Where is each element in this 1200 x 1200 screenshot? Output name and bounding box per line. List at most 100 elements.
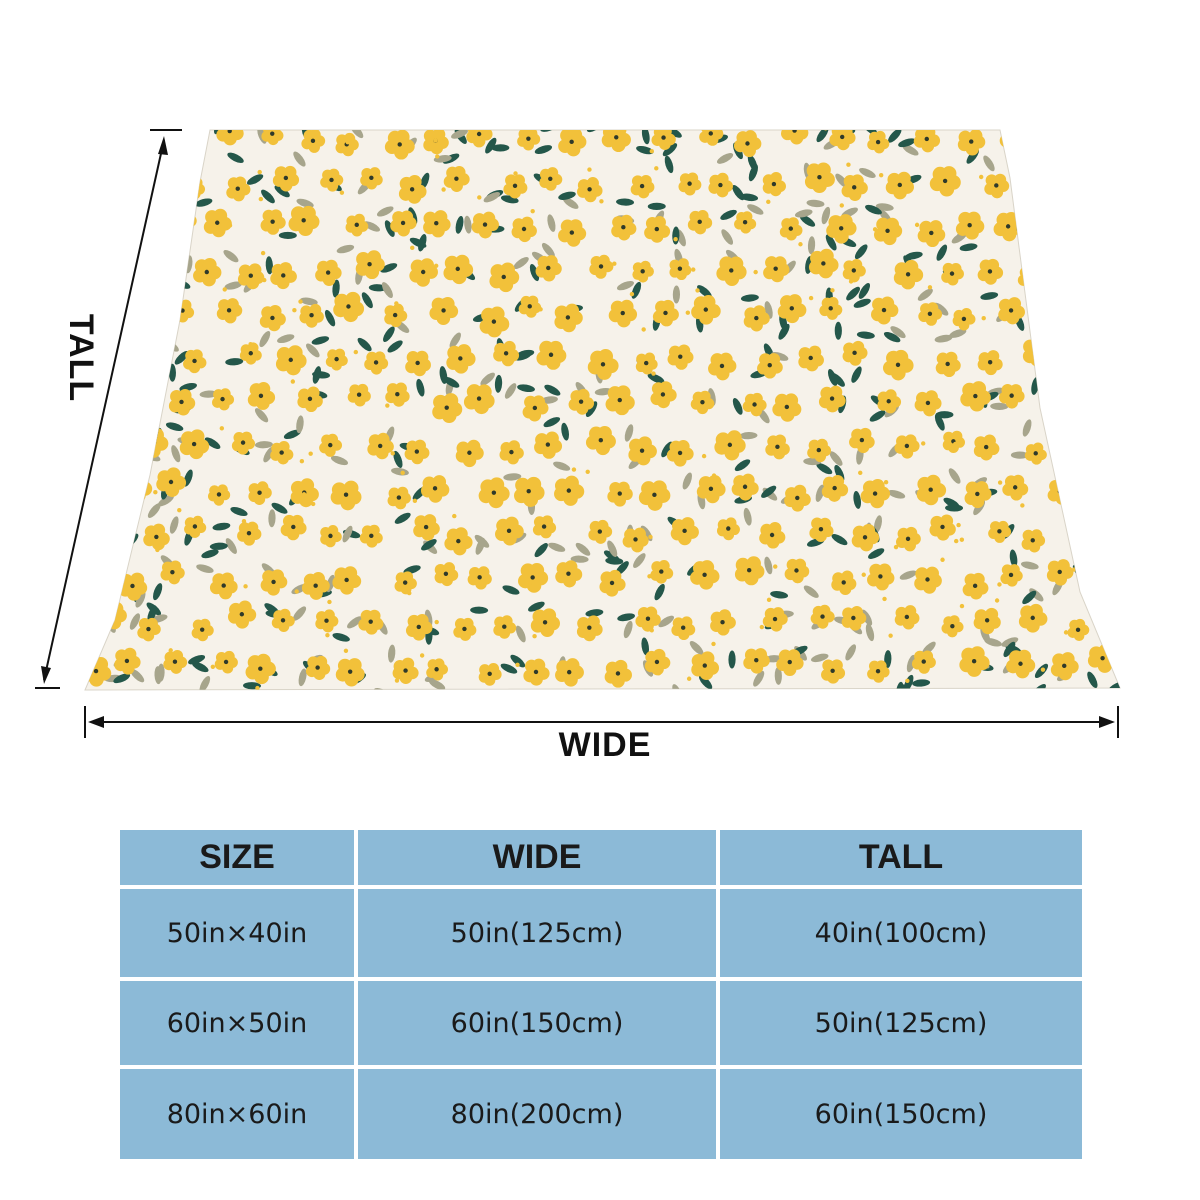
leaf-shape bbox=[633, 553, 646, 568]
leaf-shape bbox=[831, 534, 848, 546]
flower-shape bbox=[635, 352, 658, 375]
flower-shape bbox=[585, 426, 616, 456]
leaf-shape bbox=[1009, 549, 1018, 568]
flower-shape bbox=[671, 616, 696, 641]
flower-shape bbox=[261, 130, 284, 146]
leaf-shape bbox=[135, 591, 146, 608]
bud-dot bbox=[882, 596, 887, 602]
flower-shape bbox=[127, 130, 154, 147]
leaf-shape bbox=[298, 668, 307, 687]
leaf-shape bbox=[1107, 311, 1120, 326]
leaf-shape bbox=[143, 245, 161, 256]
flower-shape bbox=[555, 658, 584, 687]
bud-dot bbox=[79, 596, 83, 600]
flower-shape bbox=[1059, 434, 1087, 462]
leaf-shape bbox=[271, 502, 288, 514]
leaf-shape bbox=[1042, 332, 1051, 351]
bud-dot bbox=[390, 451, 395, 456]
flower-shape bbox=[404, 439, 430, 465]
leaf-shape bbox=[265, 256, 273, 275]
bud-dot bbox=[695, 288, 700, 293]
flower-shape bbox=[1027, 163, 1057, 194]
leaf-shape bbox=[716, 153, 734, 164]
leaf-shape bbox=[139, 286, 151, 303]
flower-shape bbox=[743, 648, 770, 674]
header-size: SIZE bbox=[120, 830, 354, 885]
flower-shape bbox=[893, 259, 924, 290]
flower-shape bbox=[632, 260, 654, 283]
flower-shape bbox=[896, 526, 921, 552]
leaf-shape bbox=[117, 445, 126, 464]
bud-dot bbox=[981, 316, 986, 321]
flower-shape bbox=[690, 560, 720, 590]
leaf-shape bbox=[132, 181, 149, 192]
flower-shape bbox=[851, 523, 880, 552]
flower-shape bbox=[394, 571, 417, 595]
flower-shape bbox=[260, 209, 286, 235]
flower-shape bbox=[759, 522, 786, 549]
bud-dot bbox=[138, 404, 144, 409]
flower-shape bbox=[226, 176, 251, 202]
flower-shape bbox=[841, 606, 867, 631]
size-table: SIZE WIDE TALL 50in×40in 50in(125cm) 40i… bbox=[120, 830, 1086, 1163]
flower-shape bbox=[299, 303, 324, 328]
leaf-shape bbox=[761, 485, 777, 498]
flower-shape bbox=[518, 295, 542, 318]
bud-dot bbox=[808, 295, 814, 301]
flower-shape bbox=[1102, 336, 1120, 368]
leaf-shape bbox=[1107, 455, 1120, 466]
leaf-shape bbox=[513, 256, 529, 270]
flower-shape bbox=[385, 382, 410, 407]
flower-shape bbox=[426, 658, 449, 681]
flower-shape bbox=[367, 432, 394, 460]
flower-shape bbox=[849, 427, 875, 454]
flower-shape bbox=[777, 294, 807, 324]
row1-tall: 40in(100cm) bbox=[720, 889, 1082, 977]
leaf-shape bbox=[115, 181, 127, 198]
flower-shape bbox=[916, 474, 947, 506]
flower-shape bbox=[763, 256, 790, 283]
tall-dimension-arrow bbox=[35, 129, 182, 689]
leaf-shape bbox=[494, 374, 503, 393]
leaf-shape bbox=[654, 583, 665, 601]
flower-shape bbox=[842, 340, 868, 366]
leaf-shape bbox=[821, 206, 831, 225]
flower-shape bbox=[762, 171, 786, 197]
leaf-shape bbox=[734, 459, 751, 472]
flower-shape bbox=[984, 173, 1010, 199]
flower-shape bbox=[270, 440, 294, 465]
leaf-shape bbox=[115, 374, 134, 383]
flower-shape bbox=[842, 258, 866, 283]
bud-dot bbox=[532, 633, 537, 639]
bud-dot bbox=[830, 288, 835, 293]
leaf-shape bbox=[381, 282, 393, 299]
flower-shape bbox=[1018, 603, 1048, 633]
bud-dot bbox=[286, 263, 291, 269]
bud-dot bbox=[861, 572, 866, 577]
bud-dot bbox=[1008, 299, 1014, 304]
flower-shape bbox=[434, 562, 459, 587]
bud-dot bbox=[711, 473, 717, 478]
leaf-shape bbox=[227, 152, 244, 163]
leaf-shape bbox=[470, 606, 489, 614]
leaf-shape bbox=[1001, 637, 1019, 647]
flower-shape bbox=[877, 389, 902, 414]
leaf-shape bbox=[899, 570, 917, 580]
flower-shape bbox=[765, 434, 790, 460]
flower-shape bbox=[650, 381, 677, 409]
bud-dot bbox=[759, 624, 765, 630]
flower-shape bbox=[829, 130, 856, 151]
bud-dot bbox=[571, 467, 577, 472]
leaf-shape bbox=[169, 230, 187, 240]
flower-shape bbox=[523, 658, 550, 686]
leaf-shape bbox=[770, 590, 789, 599]
flower-shape bbox=[1067, 618, 1090, 642]
bud-dot bbox=[400, 470, 405, 476]
flower-shape bbox=[333, 291, 365, 323]
bud-dot bbox=[477, 195, 482, 200]
bud-dot bbox=[954, 538, 959, 544]
leaf-shape bbox=[312, 366, 322, 384]
bud-dot bbox=[1113, 136, 1118, 142]
leaf-shape bbox=[336, 244, 355, 254]
bud-dot bbox=[243, 584, 248, 589]
